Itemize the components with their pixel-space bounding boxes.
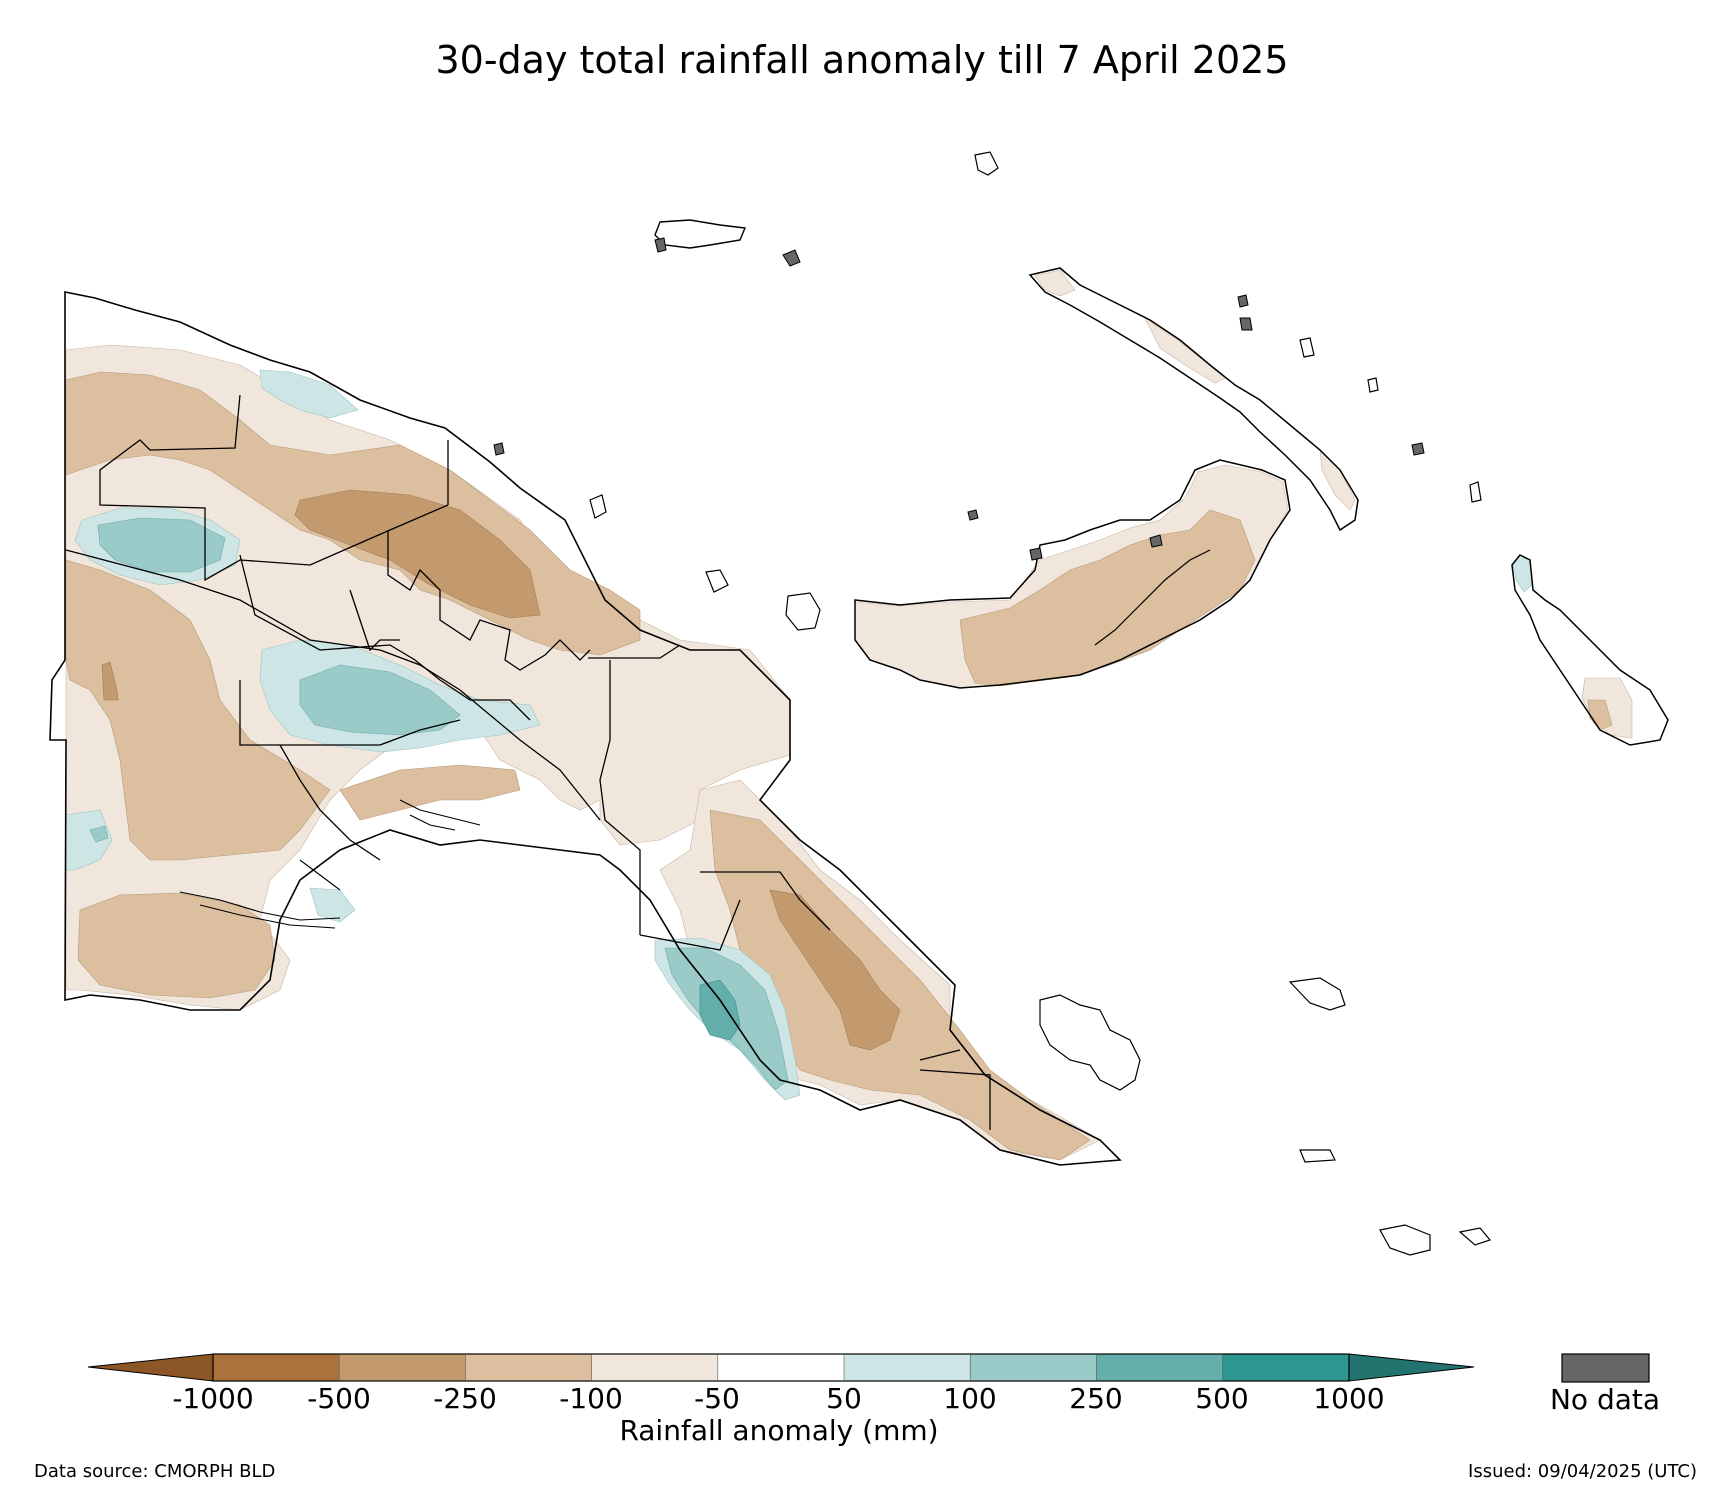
colorbar-tick-label: -500 [307, 1382, 371, 1415]
colorbar-segment-5 [717, 1354, 844, 1381]
data-source-text: Data source: CMORPH BLD [34, 1461, 276, 1482]
mainland-coastline [49, 291, 1122, 1166]
bougainville [1511, 554, 1669, 746]
colorbar-tick-label: -1000 [172, 1382, 254, 1415]
mainland-anomaly-fills [50, 292, 1120, 1165]
bougainville-coastline [1511, 554, 1669, 746]
anomaly-band-minus100-coast [339, 764, 521, 821]
anomaly-band-plus50-coast [309, 887, 356, 923]
colorbar-tick-label: -50 [694, 1382, 740, 1415]
no-data-label: No data [1549, 1383, 1661, 1416]
anomaly-band-plus100-central [299, 664, 461, 736]
map-title: 30-day total rainfall anomaly till 7 Apr… [435, 38, 1289, 82]
colorbar-extend-high [1348, 1353, 1475, 1382]
fly-river-delta [179, 799, 481, 929]
colorbar-segment-3 [465, 1354, 592, 1381]
anomaly-band-minus100-south [77, 892, 276, 999]
anomaly-band-minus100-west [65, 559, 331, 861]
colorbar-tick-label: -250 [433, 1382, 497, 1415]
new-britain-province-boundary [1094, 549, 1211, 646]
new-ireland-coastline [1028, 267, 1359, 532]
colorbar-segment-9 [1222, 1354, 1349, 1381]
anomaly-band-plus50-nw [259, 369, 359, 419]
colorbar-frame [212, 1353, 1350, 1382]
province-boundaries [65, 394, 991, 1130]
manus-island [493, 219, 1425, 613]
map-area [49, 151, 1669, 1256]
colorbar-tick-label: 500 [1195, 1382, 1249, 1415]
colorbar-extend-low [87, 1353, 214, 1382]
colorbar-segment-6 [844, 1354, 971, 1381]
new-britain [854, 459, 1291, 689]
issued-date-text: Issued: 09/04/2025 (UTC) [1468, 1461, 1697, 1482]
colorbar-segment-8 [1096, 1354, 1223, 1381]
anomaly-band-plus100-southwest [89, 825, 109, 843]
anomaly-band-plus250-southeast [699, 979, 741, 1041]
colorbar-tick-label: 100 [943, 1382, 997, 1415]
anomaly-band-minus250-peninsula [769, 889, 901, 1051]
new-ireland-band-minus50 [1034, 269, 1076, 297]
colorbar-tick-label: 50 [826, 1382, 862, 1415]
colorbar-segment-2 [339, 1354, 466, 1381]
anomaly-band-minus250-dot [101, 661, 119, 701]
colorbar-segment-4 [591, 1354, 718, 1381]
anomaly-band-minus250-north [294, 489, 541, 619]
new-ireland-band-minus50-b [1144, 317, 1226, 384]
small-islands [589, 151, 1492, 1256]
colorbar-tick-label: 1000 [1313, 1382, 1385, 1415]
new-ireland [1028, 267, 1359, 532]
new-britain-band-minus100 [959, 509, 1256, 687]
colorbar-segment-1 [213, 1354, 340, 1381]
colorbar-label: Rainfall anomaly (mm) [619, 1414, 939, 1447]
colorbar-segment-7 [970, 1354, 1097, 1381]
new-britain-coastline [854, 459, 1291, 689]
colorbar-tick-label: -100 [559, 1382, 623, 1415]
colorbar-dividers [338, 1354, 1223, 1381]
no-data-swatch [1561, 1353, 1650, 1383]
colorbar-tick-label: 250 [1069, 1382, 1123, 1415]
colorbar [87, 1353, 1650, 1383]
